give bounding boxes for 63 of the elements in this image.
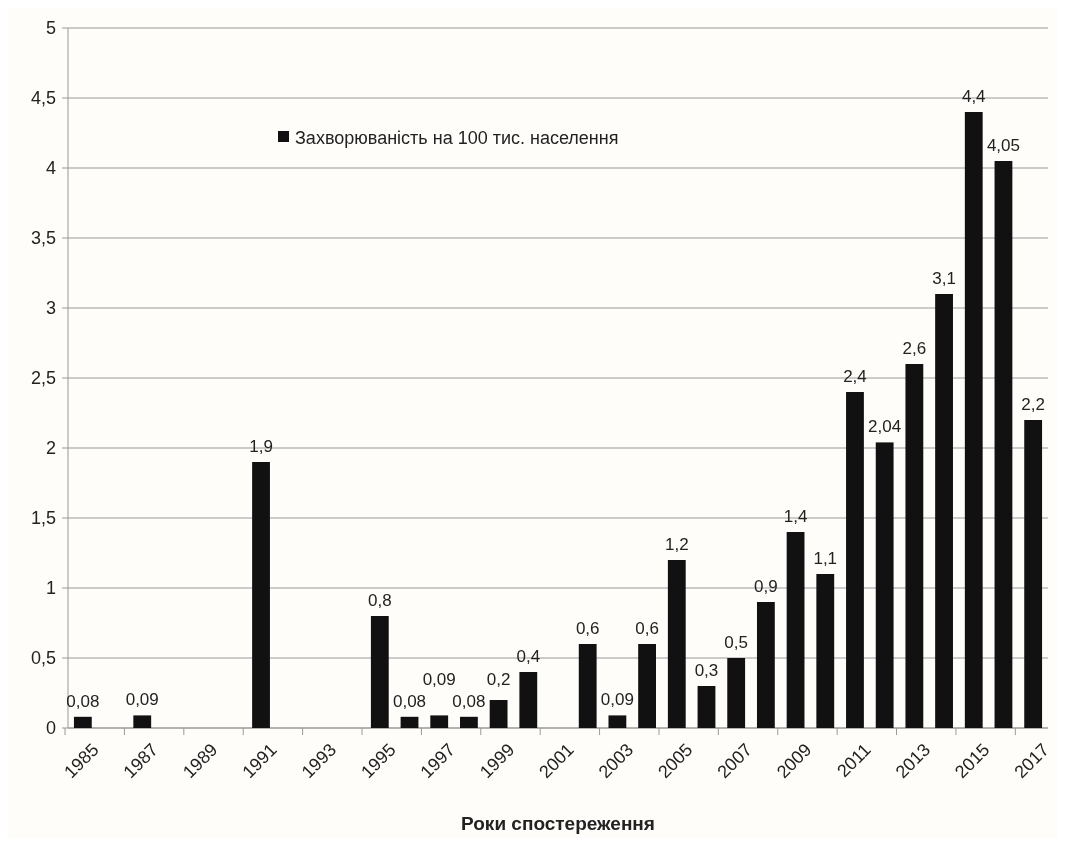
y-tick-label: 2,5 [30, 368, 56, 389]
data-label: 1,9 [249, 437, 273, 456]
data-label: 2,6 [902, 339, 927, 358]
data-label: 1,4 [783, 507, 808, 526]
data-label: 2,4 [843, 367, 867, 386]
bar [608, 715, 627, 728]
data-label: 0,5 [724, 633, 748, 652]
data-label: 4,05 [986, 136, 1020, 155]
data-label: 2,2 [1021, 395, 1045, 414]
data-label: 0,8 [368, 591, 392, 610]
data-label: 0,09 [422, 669, 456, 689]
bar [370, 616, 389, 728]
bar [994, 161, 1013, 728]
bar [73, 716, 92, 728]
bar [489, 700, 508, 728]
data-label: 0,09 [600, 690, 634, 710]
bar [667, 560, 686, 728]
legend-label: Захворюваність на 100 тис. населення [295, 128, 619, 149]
data-label: 0,6 [635, 619, 659, 638]
bar [816, 574, 835, 728]
y-tick-label: 3 [45, 298, 56, 319]
data-label: 2,04 [868, 417, 902, 437]
data-label: 1,1 [813, 549, 838, 568]
data-label: 0,08 [392, 691, 427, 711]
y-tick-label: 2 [45, 438, 56, 459]
y-tick-label: 0,5 [30, 648, 56, 669]
data-label: 0,08 [452, 691, 486, 711]
bar [756, 602, 775, 728]
bar [727, 658, 746, 728]
data-label: 4,4 [961, 87, 986, 106]
bar [964, 112, 983, 728]
data-label: 0,2 [486, 669, 511, 689]
data-label: 0,3 [694, 661, 719, 680]
bar [935, 294, 953, 728]
bar [638, 644, 656, 728]
y-tick-label: 4,5 [30, 88, 56, 109]
bar [460, 716, 478, 728]
data-label: 1,2 [664, 535, 689, 554]
data-label: 0,6 [575, 619, 600, 638]
bar [786, 532, 805, 728]
y-tick-label: 5 [45, 18, 56, 39]
x-axis-title: Роки спостереження [461, 813, 655, 834]
bar [133, 715, 152, 728]
data-label: 3,1 [932, 269, 956, 288]
bar [430, 715, 449, 728]
bar [875, 442, 894, 728]
y-tick-label: 3,5 [30, 228, 56, 249]
bar [846, 392, 864, 728]
bar [252, 462, 270, 728]
bar [1024, 420, 1043, 728]
bar [400, 716, 419, 728]
y-tick-label: 1 [45, 578, 56, 599]
data-label: 0,09 [125, 690, 159, 710]
bar [519, 672, 538, 728]
y-tick-label: 4 [45, 158, 56, 179]
data-label: 0,9 [754, 577, 778, 596]
bar [905, 364, 924, 728]
data-label: 0,08 [66, 691, 100, 711]
bar [578, 644, 597, 728]
y-tick-label: 0 [45, 718, 56, 739]
bar [697, 686, 716, 728]
y-tick-label: 1,5 [30, 508, 56, 529]
data-label: 0,4 [516, 647, 541, 666]
